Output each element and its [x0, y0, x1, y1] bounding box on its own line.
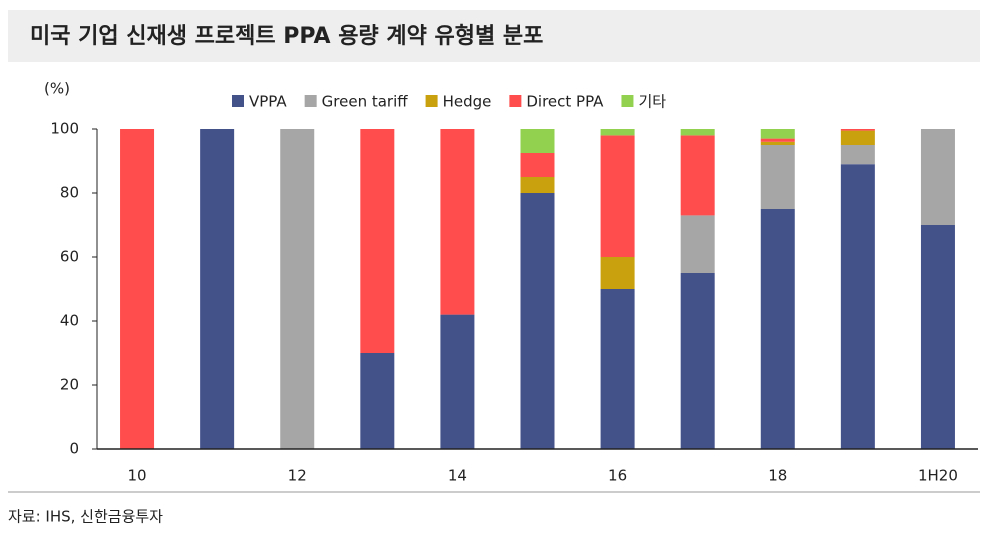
legend-label: Hedge	[443, 93, 492, 111]
bar-segment	[520, 153, 555, 177]
bar-segment	[840, 145, 875, 165]
legend-swatch	[621, 95, 634, 107]
bar-segment	[680, 273, 715, 449]
bar-segment	[680, 135, 715, 216]
x-tick-label: 10	[127, 467, 146, 485]
bar-segment	[600, 289, 635, 449]
y-tick-label: 0	[69, 440, 79, 458]
bar-segment	[920, 129, 955, 225]
bar-segment	[680, 215, 715, 273]
bar-segment	[760, 138, 795, 142]
title-bar	[8, 10, 980, 62]
x-tick-label: 12	[288, 467, 307, 485]
bar-segment	[440, 129, 475, 315]
bar-segment	[760, 141, 795, 145]
bar-segment	[520, 193, 555, 449]
bar-segment	[520, 129, 555, 153]
y-tick-label: 80	[60, 184, 79, 202]
bar-segment	[760, 209, 795, 449]
legend: VPPA Green tariff Hedge Direct PPA 기타	[232, 93, 666, 111]
bar-segment	[920, 225, 955, 449]
bar-segment	[280, 129, 315, 449]
legend-label: Direct PPA	[526, 93, 604, 111]
source: 자료: IHS, 신한금융투자	[8, 508, 163, 526]
legend-swatch	[509, 95, 522, 107]
y-tick-label: 20	[60, 376, 79, 394]
legend-label: VPPA	[249, 93, 287, 111]
legend-swatch	[304, 95, 317, 107]
bar-segment	[840, 164, 875, 449]
y-tick-label: 40	[60, 312, 79, 330]
bar-segment	[680, 129, 715, 136]
bar-segment	[760, 145, 795, 209]
legend-label: 기타	[638, 93, 666, 111]
bar-segment	[360, 353, 395, 449]
bar-segment	[760, 129, 795, 139]
bar-segment	[440, 314, 475, 449]
bar-segment	[600, 129, 635, 136]
bar-segment	[200, 129, 235, 449]
bar-segment	[840, 129, 875, 131]
x-tick-label: 16	[608, 467, 627, 485]
x-tick-label: 18	[768, 467, 787, 485]
y-unit: (%)	[44, 80, 70, 98]
y-tick-label: 60	[60, 248, 79, 266]
legend-label: Green tariff	[322, 93, 409, 111]
bar-segment	[360, 129, 395, 353]
bar-segment	[120, 129, 155, 449]
bar-segment	[840, 130, 875, 145]
bar-segment	[600, 135, 635, 257]
legend-swatch	[425, 95, 438, 107]
x-tick-label: 14	[448, 467, 467, 485]
bar-segment	[600, 257, 635, 289]
y-tick-label: 100	[50, 120, 79, 138]
x-tick-label: 1H20	[918, 467, 958, 485]
legend-swatch	[232, 95, 244, 107]
bar-segment	[520, 177, 555, 193]
chart-title: 미국 기업 신재생 프로젝트 PPA 용량 계약 유형별 분포	[30, 24, 543, 49]
